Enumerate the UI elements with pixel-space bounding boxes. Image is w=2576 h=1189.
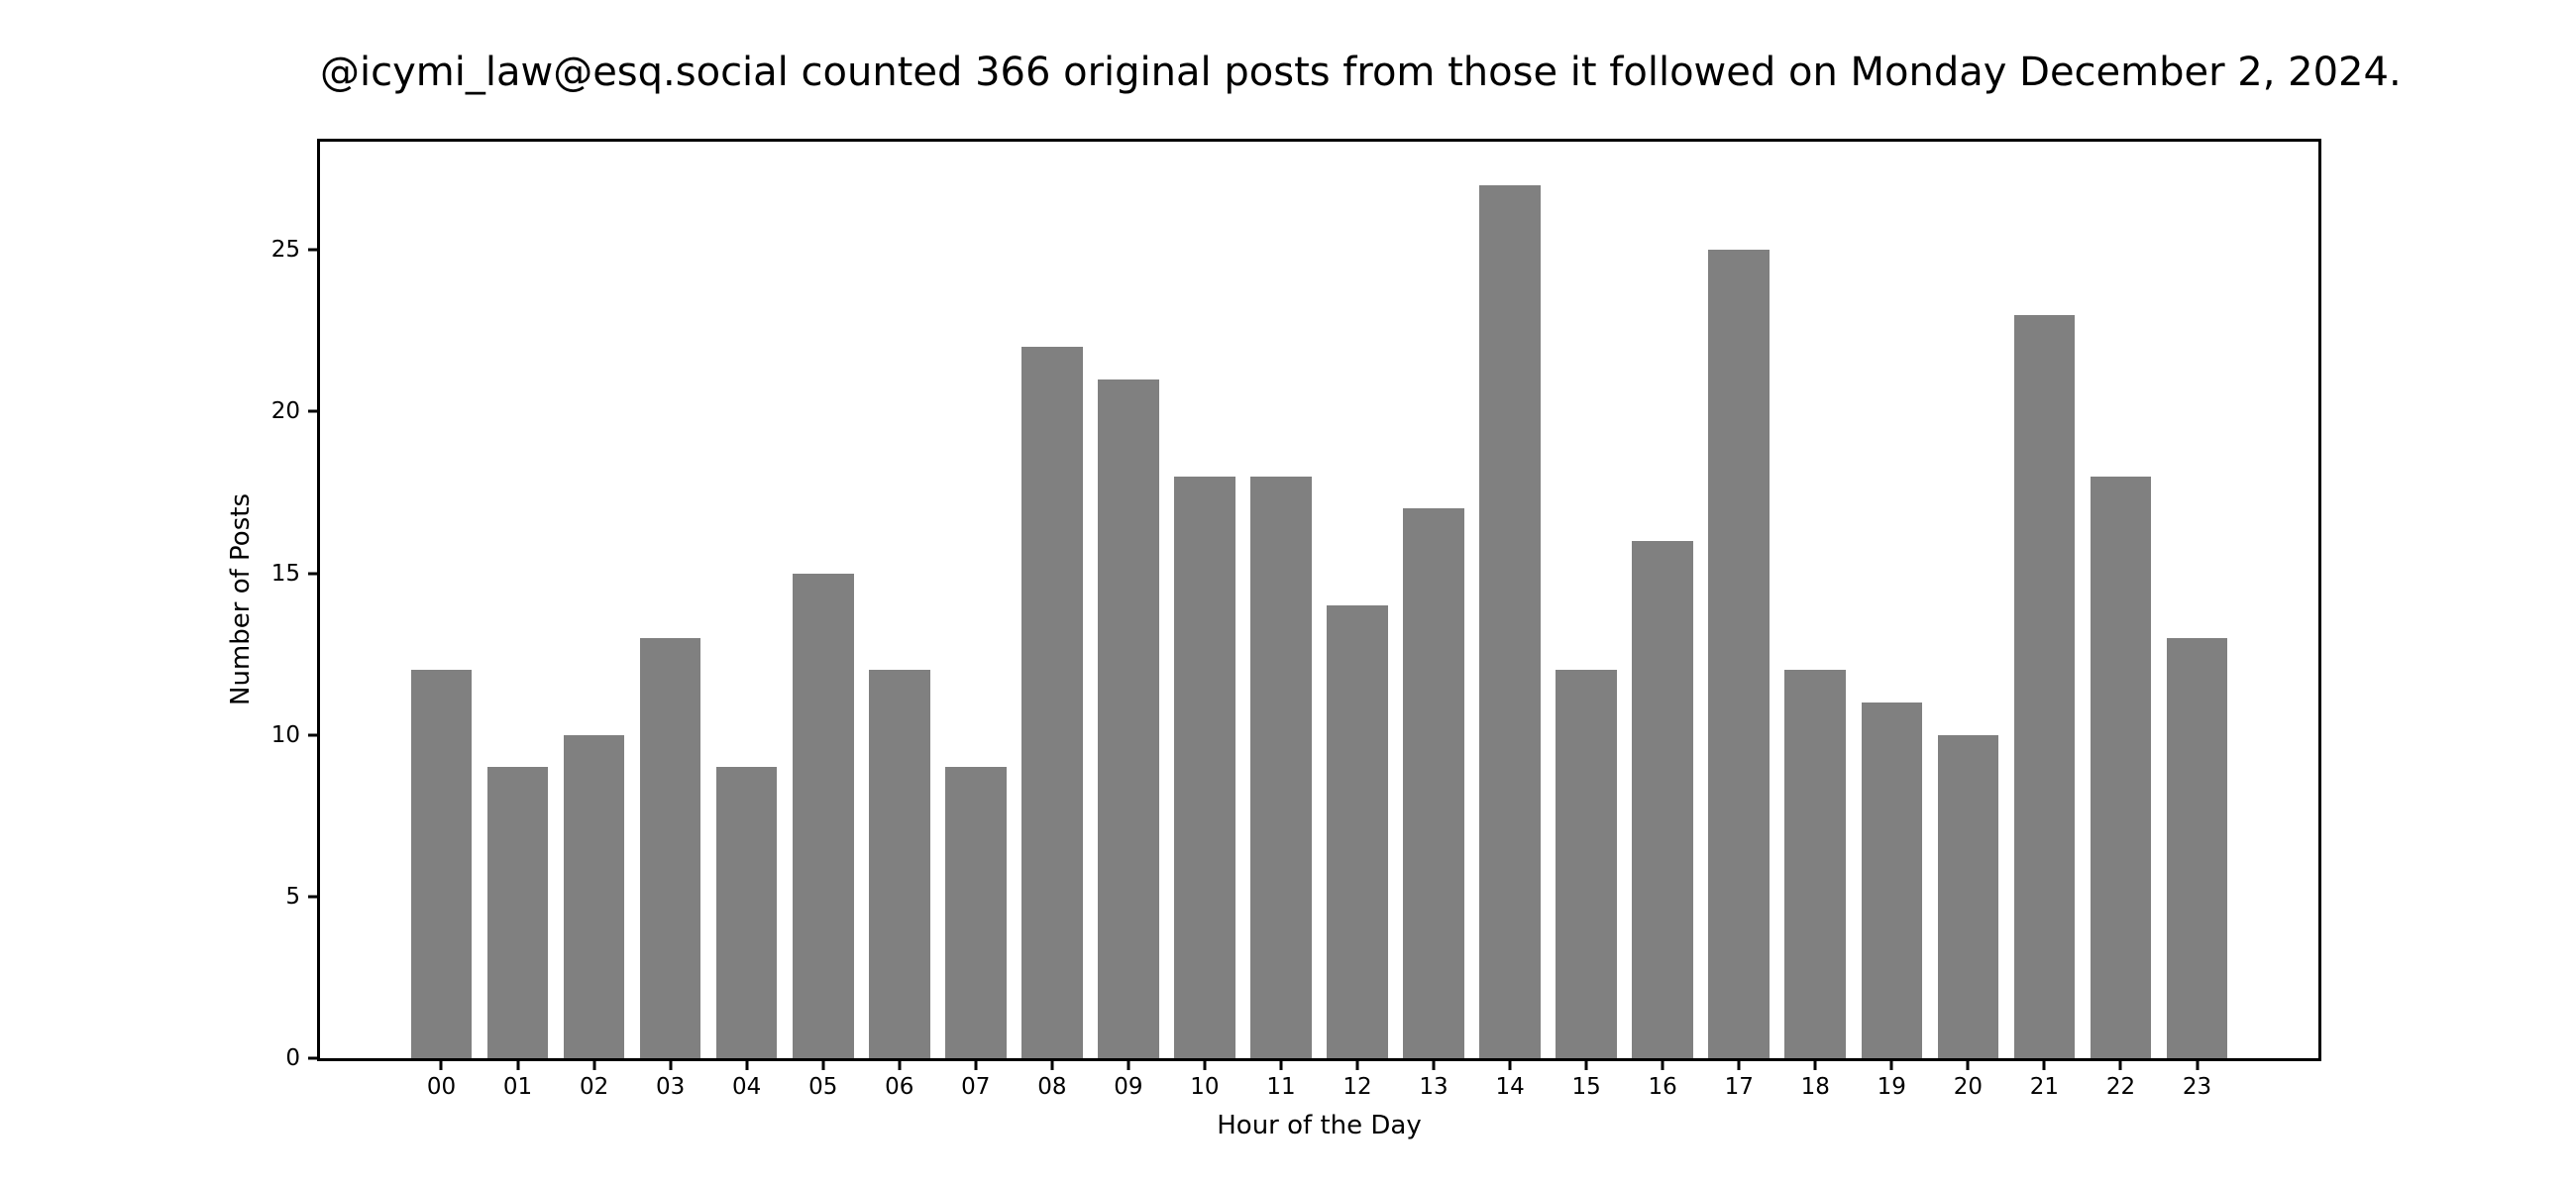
- y-axis-label: Number of Posts: [226, 493, 256, 705]
- bar-hour-13: [1403, 508, 1464, 1058]
- bar-hour-08: [1021, 347, 1083, 1058]
- bar-hour-19: [1861, 703, 1923, 1058]
- x-tick-label: 18: [1800, 1074, 1830, 1100]
- x-tick-mark: [2118, 1061, 2122, 1070]
- x-tick-label: 01: [502, 1074, 533, 1100]
- x-tick-label: 22: [2105, 1074, 2136, 1100]
- x-tick-mark: [1279, 1061, 1283, 1070]
- bar-hour-21: [2013, 314, 2076, 1058]
- bar-hour-05: [792, 573, 854, 1058]
- chart-title: @icymi_law@esq.social counted 366 origin…: [320, 50, 2402, 95]
- x-tick-label: 11: [1266, 1074, 1296, 1100]
- x-tick-label: 17: [1724, 1074, 1754, 1100]
- x-tick-label: 10: [1190, 1074, 1220, 1100]
- bar-hour-10: [1174, 476, 1235, 1058]
- x-tick-mark: [592, 1061, 596, 1070]
- x-tick-label: 07: [961, 1074, 991, 1100]
- x-tick-label: 04: [732, 1074, 762, 1100]
- x-tick-label: 05: [808, 1074, 838, 1100]
- x-tick-mark: [1584, 1061, 1588, 1070]
- y-tick-label: 10: [270, 721, 300, 748]
- bar-hour-09: [1098, 378, 1159, 1058]
- x-tick-label: 00: [426, 1074, 457, 1100]
- bar-hour-22: [2090, 476, 2152, 1058]
- x-tick-mark: [1889, 1061, 1893, 1070]
- bar-hour-18: [1784, 670, 1847, 1058]
- y-tick-mark: [308, 248, 317, 252]
- x-axis-label: Hour of the Day: [1217, 1111, 1422, 1140]
- plot-area: [317, 139, 2321, 1061]
- x-tick-label: 15: [1571, 1074, 1601, 1100]
- x-tick-mark: [745, 1061, 749, 1070]
- bar-hour-14: [1479, 185, 1541, 1058]
- x-tick-label: 20: [1953, 1074, 1983, 1100]
- x-tick-mark: [1737, 1061, 1741, 1070]
- x-tick-label: 21: [2029, 1074, 2060, 1100]
- x-tick-label: 23: [2182, 1074, 2212, 1100]
- x-tick-mark: [974, 1061, 978, 1070]
- x-tick-label: 06: [885, 1074, 914, 1100]
- x-tick-mark: [1355, 1061, 1359, 1070]
- y-tick-mark: [308, 409, 317, 413]
- bar-hour-01: [486, 767, 549, 1058]
- x-tick-mark: [1050, 1061, 1054, 1070]
- x-tick-label: 13: [1419, 1074, 1449, 1100]
- y-tick-mark: [308, 1056, 317, 1060]
- bar-hour-20: [1937, 734, 1999, 1058]
- x-tick-mark: [898, 1061, 902, 1070]
- x-tick-label: 14: [1495, 1074, 1525, 1100]
- x-tick-mark: [439, 1061, 443, 1070]
- y-tick-mark: [308, 572, 317, 576]
- x-tick-mark: [1813, 1061, 1817, 1070]
- y-tick-label: 0: [285, 1045, 300, 1071]
- bar-hour-07: [944, 767, 1007, 1058]
- x-tick-mark: [2196, 1061, 2199, 1070]
- bar-hour-23: [2166, 637, 2228, 1058]
- bar-hour-17: [1708, 250, 1771, 1058]
- x-tick-mark: [1508, 1061, 1512, 1070]
- bar-hour-15: [1556, 670, 1617, 1058]
- x-tick-mark: [669, 1061, 673, 1070]
- x-tick-mark: [821, 1061, 825, 1070]
- x-tick-mark: [1661, 1061, 1664, 1070]
- x-tick-mark: [1966, 1061, 1970, 1070]
- bar-hour-16: [1632, 540, 1693, 1058]
- x-tick-mark: [2042, 1061, 2046, 1070]
- x-tick-mark: [516, 1061, 520, 1070]
- x-tick-label: 12: [1342, 1074, 1372, 1100]
- x-tick-label: 09: [1114, 1074, 1143, 1100]
- x-tick-label: 02: [579, 1074, 609, 1100]
- x-tick-label: 16: [1648, 1074, 1677, 1100]
- y-tick-mark: [308, 733, 317, 737]
- x-tick-mark: [1432, 1061, 1436, 1070]
- y-tick-label: 5: [285, 883, 300, 910]
- x-tick-mark: [1127, 1061, 1130, 1070]
- y-tick-label: 15: [270, 560, 300, 587]
- bar-hour-12: [1327, 605, 1388, 1058]
- bar-hour-04: [715, 767, 778, 1058]
- bar-hour-06: [868, 670, 930, 1058]
- y-tick-label: 20: [270, 398, 300, 425]
- bar-hour-11: [1250, 476, 1312, 1058]
- x-tick-label: 19: [1877, 1074, 1906, 1100]
- x-tick-label: 08: [1037, 1074, 1067, 1100]
- x-tick-label: 03: [655, 1074, 686, 1100]
- bar-hour-03: [639, 637, 701, 1058]
- y-tick-label: 25: [270, 237, 300, 264]
- bar-hour-02: [563, 734, 625, 1058]
- y-tick-mark: [308, 895, 317, 899]
- bar-hour-00: [410, 670, 473, 1058]
- bars-container: [320, 142, 2318, 1058]
- x-tick-mark: [1203, 1061, 1207, 1070]
